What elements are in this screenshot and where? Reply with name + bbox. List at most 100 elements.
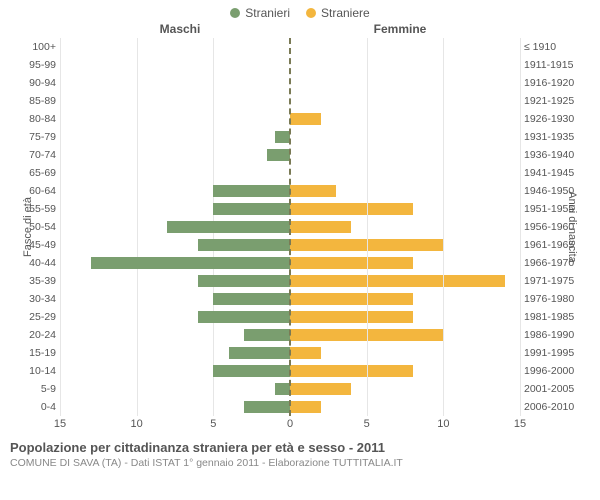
age-label: 95-99 — [8, 56, 56, 74]
bar-row-female — [290, 38, 520, 56]
bar-row-female — [290, 218, 520, 236]
footer: Popolazione per cittadinanza straniera p… — [0, 434, 600, 469]
bar-female — [290, 401, 321, 414]
age-label: 90-94 — [8, 74, 56, 92]
bar-row-male — [60, 38, 290, 56]
bars-male — [60, 38, 290, 416]
bar-male — [213, 365, 290, 378]
bar-male — [198, 311, 290, 324]
header-femmine: Femmine — [290, 22, 510, 36]
birth-label: 1916-1920 — [524, 74, 592, 92]
bar-row-female — [290, 128, 520, 146]
bar-row-male — [60, 380, 290, 398]
birth-year-labels: ≤ 19101911-19151916-19201921-19251926-19… — [520, 38, 592, 416]
birth-label: 1911-1915 — [524, 56, 592, 74]
bar-row-female — [290, 146, 520, 164]
age-label: 20-24 — [8, 326, 56, 344]
bar-male — [244, 401, 290, 414]
bar-row-female — [290, 74, 520, 92]
bar-row-male — [60, 182, 290, 200]
age-label: 25-29 — [8, 308, 56, 326]
bar-row-male — [60, 344, 290, 362]
column-headers: Maschi Femmine — [0, 22, 600, 38]
age-label: 5-9 — [8, 380, 56, 398]
age-label: 15-19 — [8, 344, 56, 362]
bar-row-male — [60, 362, 290, 380]
bar-male — [198, 275, 290, 288]
bar-female — [290, 221, 351, 234]
bar-row-male — [60, 92, 290, 110]
age-label: 80-84 — [8, 110, 56, 128]
y-axis-label-right: Anni di nascita — [566, 191, 578, 263]
bar-row-female — [290, 290, 520, 308]
age-label: 65-69 — [8, 164, 56, 182]
bar-female — [290, 365, 413, 378]
birth-label: ≤ 1910 — [524, 38, 592, 56]
bar-row-female — [290, 254, 520, 272]
bar-male — [275, 383, 290, 396]
birth-label: 1936-1940 — [524, 146, 592, 164]
bar-row-female — [290, 362, 520, 380]
age-label: 75-79 — [8, 128, 56, 146]
birth-label: 1966-1970 — [524, 254, 592, 272]
bar-row-male — [60, 254, 290, 272]
age-label: 35-39 — [8, 272, 56, 290]
birth-label: 1976-1980 — [524, 290, 592, 308]
bars-female — [290, 38, 520, 416]
bar-female — [290, 257, 413, 270]
bar-row-female — [290, 326, 520, 344]
legend-item-male: Stranieri — [230, 6, 290, 20]
birth-label: 1971-1975 — [524, 272, 592, 290]
birth-label: 2001-2005 — [524, 380, 592, 398]
bar-female — [290, 185, 336, 198]
bar-row-male — [60, 326, 290, 344]
birth-label: 1961-1965 — [524, 236, 592, 254]
bar-row-female — [290, 308, 520, 326]
bar-row-female — [290, 236, 520, 254]
x-tick: 5 — [210, 418, 216, 430]
birth-label: 1921-1925 — [524, 92, 592, 110]
bar-male — [198, 239, 290, 252]
bar-male — [213, 203, 290, 216]
birth-label: 1991-1995 — [524, 344, 592, 362]
bar-female — [290, 113, 321, 126]
x-tick: 15 — [54, 418, 66, 430]
x-tick: 5 — [364, 418, 370, 430]
bar-female — [290, 311, 413, 324]
axis-zero-line — [289, 38, 291, 416]
bar-male — [267, 149, 290, 162]
birth-label: 2006-2010 — [524, 398, 592, 416]
bar-row-male — [60, 308, 290, 326]
age-label: 70-74 — [8, 146, 56, 164]
x-axis: 15105051015 — [0, 416, 600, 434]
bar-row-female — [290, 398, 520, 416]
birth-label: 1986-1990 — [524, 326, 592, 344]
header-maschi: Maschi — [70, 22, 290, 36]
chart-subtitle: COMUNE DI SAVA (TA) - Dati ISTAT 1° genn… — [10, 457, 590, 469]
bar-row-male — [60, 74, 290, 92]
bar-row-male — [60, 164, 290, 182]
bar-male — [244, 329, 290, 342]
x-tick: 10 — [131, 418, 143, 430]
bar-row-male — [60, 146, 290, 164]
birth-label: 1941-1945 — [524, 164, 592, 182]
bar-male — [213, 185, 290, 198]
age-label: 100+ — [8, 38, 56, 56]
bar-male — [167, 221, 290, 234]
x-tick: 10 — [437, 418, 449, 430]
bar-male — [91, 257, 290, 270]
bar-female — [290, 383, 351, 396]
bar-row-female — [290, 272, 520, 290]
bar-row-male — [60, 290, 290, 308]
bar-row-male — [60, 110, 290, 128]
bar-row-female — [290, 56, 520, 74]
swatch-male — [230, 8, 240, 18]
swatch-female — [306, 8, 316, 18]
age-label: 0-4 — [8, 398, 56, 416]
chart-title: Popolazione per cittadinanza straniera p… — [10, 440, 590, 455]
x-tick: 15 — [514, 418, 526, 430]
birth-label: 1946-1950 — [524, 182, 592, 200]
birth-label: 1956-1960 — [524, 218, 592, 236]
bar-female — [290, 239, 443, 252]
bar-female — [290, 329, 443, 342]
